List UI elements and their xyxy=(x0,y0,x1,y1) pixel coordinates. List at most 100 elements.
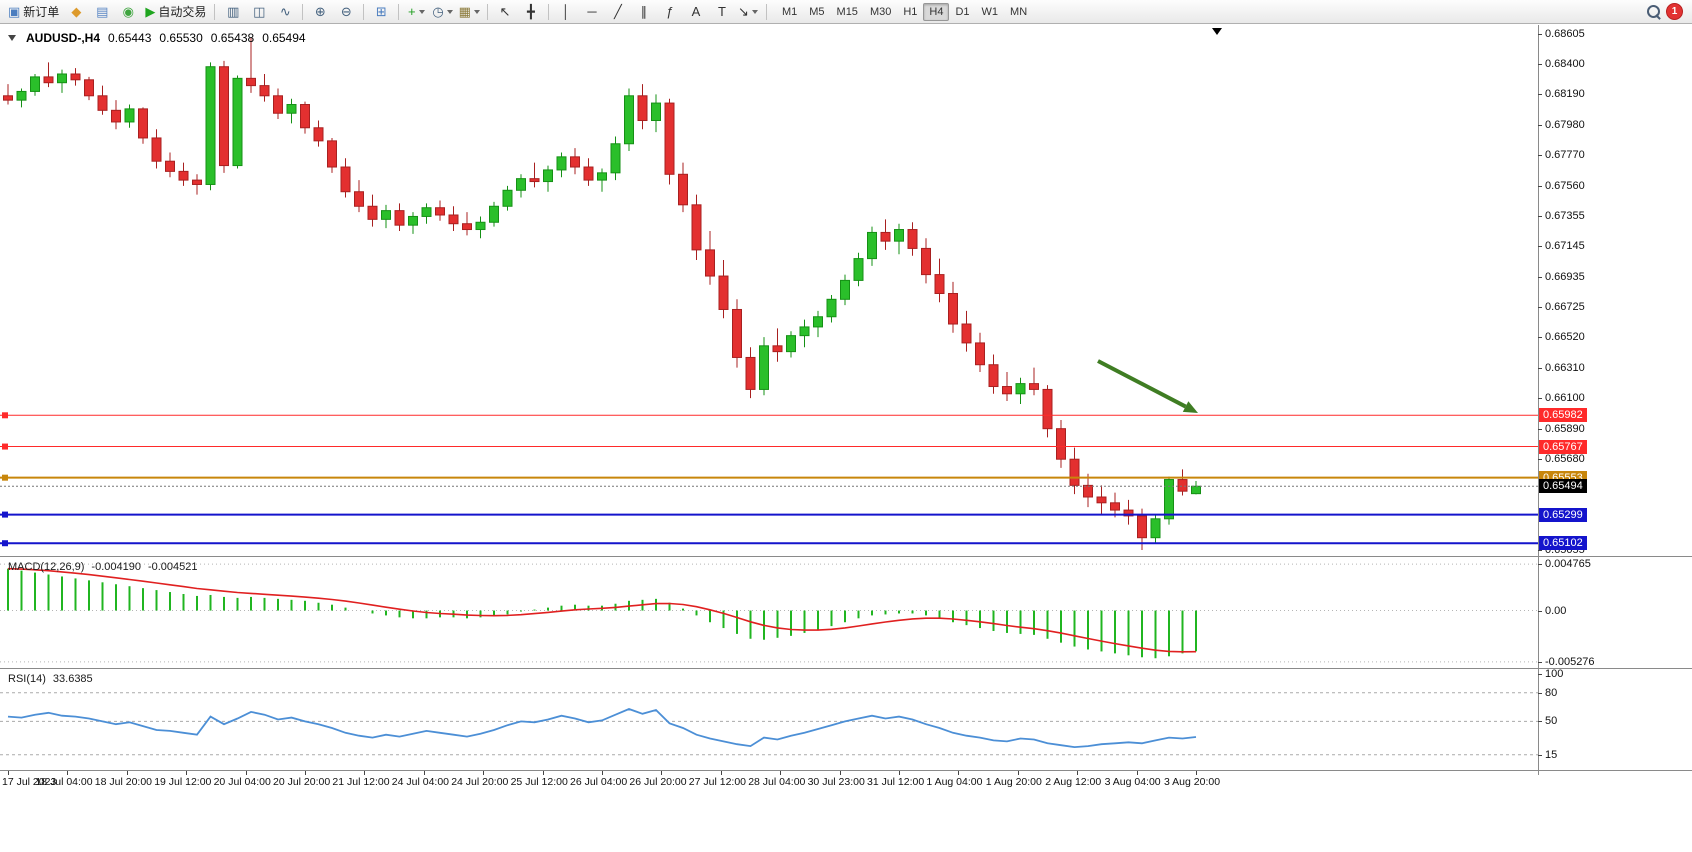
chevron-down-icon xyxy=(473,9,480,14)
text-label-button[interactable]: T xyxy=(709,2,735,22)
chart-title: AUDUSD-,H4 0.65443 0.65530 0.65438 0.654… xyxy=(8,31,306,45)
tile-windows-button[interactable]: ⊞ xyxy=(368,2,394,22)
time-tick-mark xyxy=(186,771,188,775)
candlestick-chart[interactable] xyxy=(0,25,1538,556)
price-axis-label: 0.66935 xyxy=(1545,270,1585,283)
channel-button[interactable]: ∥ xyxy=(631,2,657,22)
gold-level-line-handle xyxy=(2,474,8,481)
time-axis-label: 27 Jul 12:00 xyxy=(688,776,747,788)
arrows-button[interactable]: ↘ xyxy=(735,2,761,22)
timeframe-button-h4[interactable]: H4 xyxy=(923,2,950,21)
chevron-down-icon xyxy=(418,9,425,14)
time-axis-label: 17 Jul 2023 xyxy=(2,776,57,788)
time-tick-mark xyxy=(8,771,9,775)
new-order-button[interactable]: ▣ 新订单 xyxy=(5,2,62,22)
templates-glyph: ▦ xyxy=(458,4,471,19)
zoom-out-button[interactable]: ⊖ xyxy=(333,2,359,22)
time-tick-mark xyxy=(839,771,841,775)
axis-tick-mark xyxy=(1538,34,1542,35)
chevron-down-icon xyxy=(751,9,758,14)
panel-separator xyxy=(0,770,1692,771)
arrow-annotation[interactable] xyxy=(1097,359,1187,409)
time-tick-mark xyxy=(423,771,425,775)
candle-body xyxy=(1042,388,1053,430)
candle-body xyxy=(988,364,999,388)
candle-body xyxy=(340,166,351,193)
candle-body xyxy=(651,102,661,122)
panel-separator[interactable] xyxy=(0,668,1692,669)
timeframe-button-w1[interactable]: W1 xyxy=(981,5,999,18)
crosshair-button[interactable]: ╋ xyxy=(518,2,544,22)
toolbar-left-icons: ◆ ▤ ◉ xyxy=(63,2,141,22)
chart-shift-marker[interactable] xyxy=(1212,28,1222,35)
rsi-axis-label: 100 xyxy=(1545,667,1564,680)
timeframe-button-m30[interactable]: M30 xyxy=(869,5,892,18)
rsi-indicator-chart[interactable] xyxy=(0,669,1538,769)
horizontal-line-button[interactable]: ─ xyxy=(579,2,605,22)
support-icon-glyph: ◉ xyxy=(122,4,134,19)
time-axis-label: 25 Jul 12:00 xyxy=(510,776,568,788)
price-axis-label: 0.67770 xyxy=(1545,149,1585,162)
periods-button[interactable]: ◷ xyxy=(429,2,455,22)
macd-indicator-chart[interactable] xyxy=(0,557,1538,667)
vertical-line-button[interactable]: │ xyxy=(553,2,579,22)
zoom-in-button[interactable]: ⊕ xyxy=(307,2,333,22)
support-line-2-handle xyxy=(2,540,8,547)
candle-body xyxy=(57,73,67,84)
timeframe-button-m1[interactable]: M1 xyxy=(781,5,798,18)
charts-stack-icon[interactable]: ▤ xyxy=(89,2,115,22)
time-tick-mark xyxy=(1017,771,1019,775)
toolbar-separator xyxy=(486,3,488,20)
indicators-button[interactable]: + xyxy=(403,2,429,22)
candle-body xyxy=(394,210,405,226)
time-tick-mark xyxy=(305,771,306,775)
crosshair-glyph: ╋ xyxy=(527,4,535,19)
search-icon[interactable] xyxy=(1647,5,1660,18)
rsi-axis-label: 80 xyxy=(1545,686,1558,699)
candle-body xyxy=(30,76,40,92)
cursor-button[interactable]: ↖ xyxy=(492,2,518,22)
candle-body xyxy=(799,326,810,337)
notification-badge[interactable]: 1 xyxy=(1666,3,1683,20)
timeframe-button-m15[interactable]: M15 xyxy=(836,5,858,18)
trendline-button[interactable]: ╱ xyxy=(605,2,631,22)
timeframe-button-h1[interactable]: H1 xyxy=(903,5,918,18)
macd-value: -0.004190 xyxy=(91,561,141,573)
auto-trading-button[interactable]: ▶ 自动交易 xyxy=(142,2,209,22)
time-axis-label: 31 Jul 12:00 xyxy=(867,776,925,788)
candlestick-chart-button[interactable]: ◫ xyxy=(246,2,272,22)
candle-body xyxy=(961,323,972,344)
candle-body xyxy=(529,178,540,183)
new-order-icon: ▣ xyxy=(8,4,21,19)
ohlc-close: 0.65494 xyxy=(262,31,306,45)
timeframe-button-d1[interactable]: D1 xyxy=(955,5,970,18)
candle-body xyxy=(732,308,742,358)
time-axis-label: 26 Jul 20:00 xyxy=(629,776,687,788)
line-chart-button[interactable]: ∿ xyxy=(272,2,298,22)
price-axis-label: 0.67355 xyxy=(1545,209,1585,222)
text-button[interactable]: A xyxy=(683,2,709,22)
templates-button[interactable]: ▦ xyxy=(456,2,483,22)
macd-signal-line xyxy=(7,567,1197,653)
main-toolbar: ▣ 新订单 ◆ ▤ ◉ ▶ 自动交易 ▥ ◫ ∿ ⊕ ⊖ ⊞ + ◷ ▦ ↖ ╋ │ ─ ╱ ∥ ƒ A T ↘ M1 M… xyxy=(0,0,1692,24)
periods-glyph: ◷ xyxy=(432,4,444,19)
axis-tick-mark xyxy=(1538,94,1542,96)
timeframe-button-m5[interactable]: M5 xyxy=(809,5,825,18)
compass-icon[interactable]: ◆ xyxy=(63,2,89,22)
candle-body xyxy=(745,356,756,390)
time-tick-mark xyxy=(483,771,485,775)
macd-label: MACD(12,26,9) -0.004190 -0.004521 xyxy=(8,561,198,573)
panel-separator[interactable] xyxy=(0,556,1692,557)
time-axis-label: 3 Aug 20:00 xyxy=(1164,776,1221,788)
candle-body xyxy=(435,207,445,216)
bar-chart-button[interactable]: ▥ xyxy=(220,2,246,22)
one-click-trading-toggle[interactable] xyxy=(8,35,16,41)
axis-tick-mark xyxy=(1538,337,1542,339)
timeframe-button-mn[interactable]: MN xyxy=(1010,5,1028,18)
axis-tick-mark xyxy=(1538,276,1542,278)
ohlc-high: 0.65530 xyxy=(159,31,203,45)
support-icon[interactable]: ◉ xyxy=(115,2,141,22)
candle-body xyxy=(313,127,324,142)
time-axis-label: 24 Jul 04:00 xyxy=(391,776,450,788)
fibonacci-button[interactable]: ƒ xyxy=(657,2,683,22)
